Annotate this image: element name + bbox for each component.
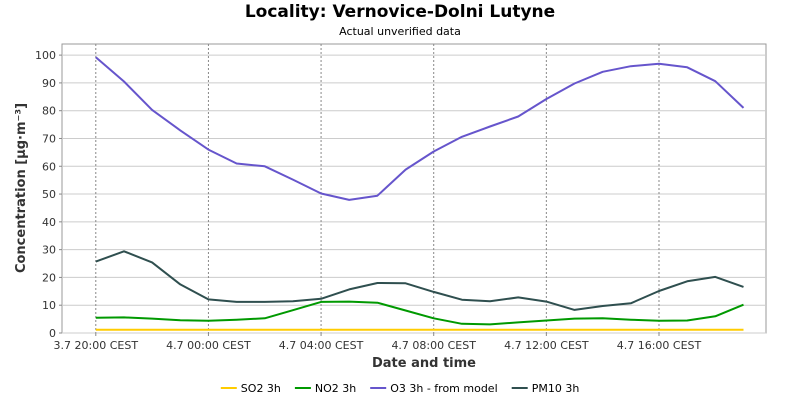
series-group: [95, 56, 745, 331]
y-tick-label: 50: [42, 188, 56, 201]
legend-item: NO2 3h: [294, 382, 356, 395]
legend-label: PM10 3h: [532, 382, 580, 395]
grid: [62, 44, 766, 334]
legend: SO2 3h NO2 3h O3 3h - from model PM10 3h: [220, 382, 580, 395]
y-tick-label: 30: [42, 244, 56, 257]
legend-item: SO2 3h: [220, 382, 281, 395]
x-axis-ticks: 3.7 20:00 CEST 4.7 00:00 CEST 4.7 04:00 CE…: [54, 333, 702, 352]
series-line-2: [95, 56, 745, 201]
x-tick-label: 4.7 16:00 CEST: [617, 339, 702, 352]
y-tick-label: 90: [42, 77, 56, 90]
x-tick-label: 4.7 12:00 CEST: [504, 339, 589, 352]
y-tick-label: 20: [42, 271, 56, 284]
y-tick-label: 80: [42, 105, 56, 118]
x-tick-label: 4.7 08:00 CEST: [391, 339, 476, 352]
x-tick-label: 4.7 04:00 CEST: [279, 339, 364, 352]
series-line-3: [95, 250, 744, 311]
legend-label: O3 3h - from model: [390, 382, 497, 395]
legend-item: O3 3h - from model: [370, 382, 498, 395]
chart-title: Locality: Vernovice-Dolni Lutyne: [245, 2, 555, 22]
y-tick-label: 70: [42, 132, 56, 145]
x-tick-label: 3.7 20:00 CEST: [54, 339, 139, 352]
y-axis-ticks: 0 10 20 30 40 50 60 70 80 90 100: [35, 49, 62, 340]
x-axis-label: Date and time: [372, 356, 476, 371]
chart-subtitle: Actual unverified data: [339, 25, 461, 38]
y-tick-label: 0: [49, 327, 56, 340]
legend-label: NO2 3h: [315, 382, 356, 395]
y-tick-label: 40: [42, 216, 56, 229]
legend-label: SO2 3h: [241, 382, 281, 395]
legend-item: PM10 3h: [511, 382, 580, 395]
x-tick-label: 4.7 00:00 CEST: [166, 339, 251, 352]
series-line-1: [95, 300, 744, 326]
y-tick-label: 10: [42, 299, 56, 312]
y-tick-label: 60: [42, 160, 56, 173]
y-tick-label: 100: [35, 49, 56, 62]
y-axis-label: Concentration [µg·m⁻³]: [14, 103, 29, 273]
